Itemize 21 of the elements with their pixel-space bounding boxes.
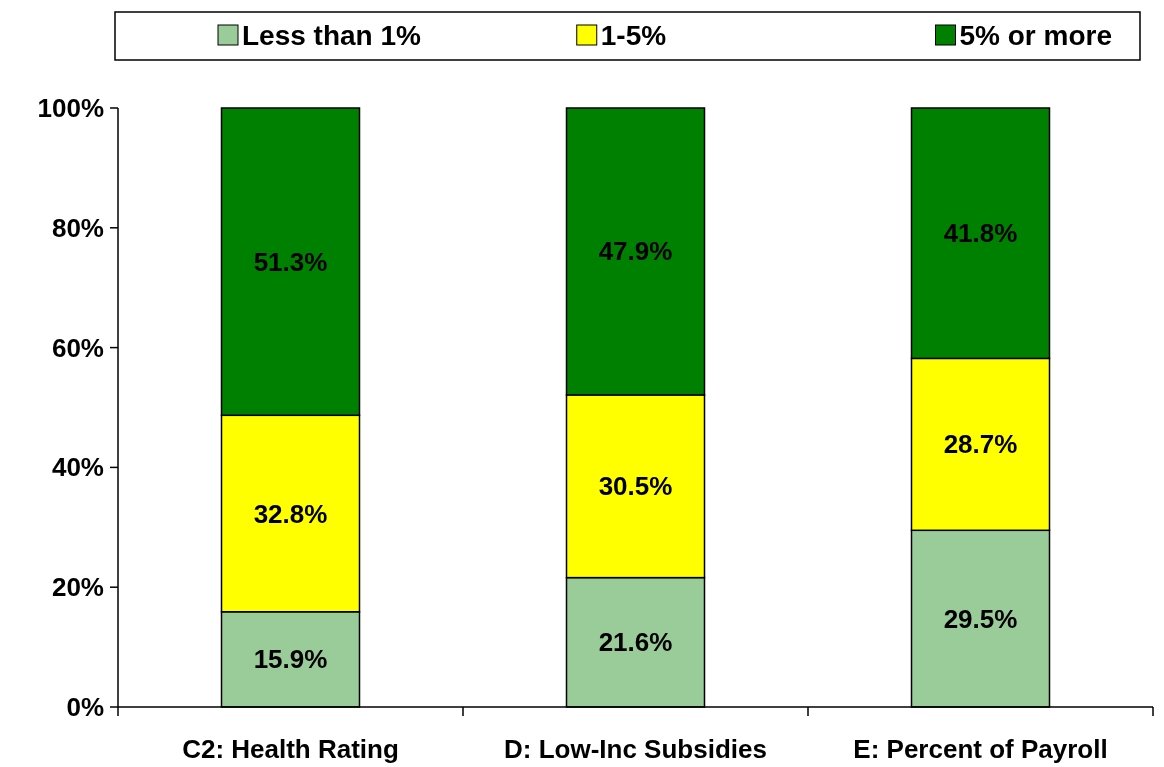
y-tick-label: 100% (37, 93, 104, 123)
data-label: 21.6% (598, 627, 673, 658)
data-label: 30.5% (598, 471, 673, 502)
y-tick-label: 60% (51, 332, 104, 363)
data-label: 47.9% (598, 236, 673, 267)
legend-label: 1-5% (600, 20, 667, 51)
legend-label: 5% or more (959, 20, 1112, 51)
data-label: 15.9% (253, 644, 328, 675)
x-tick-label: C2: Health Rating (182, 734, 399, 764)
y-tick-label: 0% (66, 692, 104, 722)
y-tick-label: 20% (51, 572, 104, 603)
y-tick-label: 80% (51, 212, 104, 243)
data-label: 28.7% (943, 429, 1018, 460)
data-label: 29.5% (943, 603, 1018, 634)
data-label: 51.3% (253, 246, 328, 277)
legend-label: Less than 1% (242, 20, 422, 51)
x-tick-label: D: Low-Inc Subsidies (504, 734, 767, 764)
data-label: 32.8% (253, 498, 328, 529)
data-label: 41.8% (943, 218, 1018, 249)
x-tick-label: E: Percent of Payroll (853, 734, 1108, 764)
y-tick-label: 40% (51, 452, 104, 483)
